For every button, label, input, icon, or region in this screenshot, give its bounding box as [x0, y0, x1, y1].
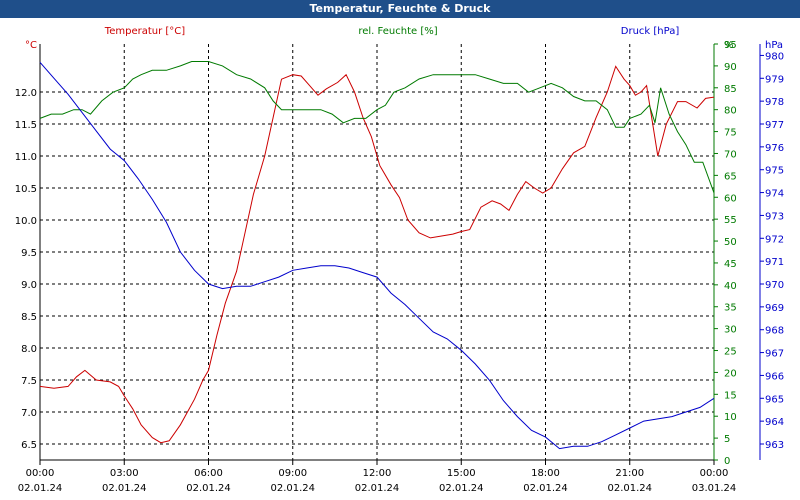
temperature-tick-label: 10.5: [15, 184, 37, 195]
temperature-tick-label: 7.5: [21, 376, 37, 387]
pressure-tick-label: 970: [765, 280, 784, 291]
temperature-tick-label: 11.0: [15, 152, 37, 163]
pressure-tick-label: 979: [765, 74, 784, 85]
humidity-tick-label: 20: [724, 368, 737, 379]
humidity-series-label: rel. Feuchte [%]: [358, 26, 437, 37]
pressure-tick-label: 965: [765, 394, 784, 405]
pressure-tick-label: 978: [765, 97, 784, 108]
x-tick-label-date: 02.01.24: [439, 483, 484, 494]
humidity-tick-label: 60: [724, 193, 737, 204]
humidity-tick-label: 45: [724, 259, 737, 270]
x-tick-label-time: 12:00: [363, 468, 392, 479]
x-tick-label-time: 15:00: [447, 468, 476, 479]
humidity-tick-label: 80: [724, 106, 737, 117]
humidity-tick-label: 75: [724, 128, 737, 139]
pressure-tick-label: 977: [765, 120, 784, 131]
humidity-tick-label: 85: [724, 84, 737, 95]
pressure-series-line: [39, 61, 715, 450]
pressure-unit-label: hPa: [765, 40, 783, 51]
humidity-unit-label: %: [724, 40, 734, 51]
x-tick-label-time: 09:00: [278, 468, 307, 479]
temperature-tick-label: 6.5: [21, 440, 37, 451]
pressure-tick-label: 967: [765, 349, 784, 360]
x-tick-label-date: 02.01.24: [270, 483, 315, 494]
humidity-tick-label: 30: [724, 325, 737, 336]
series-group: [39, 61, 715, 450]
x-tick-label-date: 02.01.24: [18, 483, 63, 494]
pressure-tick-label: 980: [765, 51, 784, 62]
x-tick-label-date: 02.01.24: [186, 483, 231, 494]
pressure-tick-label: 974: [765, 189, 784, 200]
temperature-unit-label: °C: [25, 40, 37, 51]
temperature-tick-label: 12.0: [15, 88, 37, 99]
temperature-series-label: Temperatur [°C]: [104, 26, 185, 37]
humidity-tick-label: 10: [724, 412, 737, 423]
temperature-tick-label: 8.0: [21, 344, 37, 355]
humidity-tick-label: 65: [724, 171, 737, 182]
temperature-tick-label: 7.0: [21, 408, 37, 419]
x-tick-label-time: 00:00: [700, 468, 729, 479]
pressure-tick-label: 964: [765, 417, 784, 428]
humidity-tick-label: 40: [724, 281, 737, 292]
x-tick-label-time: 21:00: [615, 468, 644, 479]
pressure-series-label: Druck [hPa]: [621, 26, 680, 37]
humidity-tick-label: 35: [724, 303, 737, 314]
x-tick-label-date: 02.01.24: [607, 483, 652, 494]
pressure-tick-label: 969: [765, 303, 784, 314]
humidity-series-line: [39, 61, 715, 194]
pressure-tick-label: 973: [765, 211, 784, 222]
pressure-tick-label: 968: [765, 326, 784, 337]
axes: [39, 43, 764, 465]
pressure-tick-label: 976: [765, 143, 784, 154]
temperature-series-line: [39, 65, 715, 444]
x-tick-label-date: 03.01.24: [692, 483, 737, 494]
window-title: Temperatur, Feuchte & Druck: [0, 0, 800, 18]
x-tick-label-time: 03:00: [110, 468, 139, 479]
humidity-tick-label: 70: [724, 149, 737, 160]
humidity-tick-label: 55: [724, 215, 737, 226]
humidity-tick-label: 15: [724, 390, 737, 401]
pressure-tick-label: 975: [765, 166, 784, 177]
temperature-tick-label: 9.5: [21, 248, 37, 259]
humidity-tick-label: 5: [724, 434, 730, 445]
chart: 00:00 02.01.24 03:00 02.01.24 06:00 02.01.24 0…: [15, 26, 784, 494]
humidity-tick-label: 25: [724, 347, 737, 358]
humidity-tick-label: 95: [724, 40, 737, 51]
x-tick-label-date: 02.01.24: [523, 483, 568, 494]
humidity-tick-label: 90: [724, 62, 737, 73]
temperature-tick-label: 8.5: [21, 312, 37, 323]
pressure-tick-label: 972: [765, 234, 784, 245]
temperature-tick-label: 11.5: [15, 120, 37, 131]
temperature-tick-label: 10.0: [15, 216, 37, 227]
x-tick-label-time: 00:00: [26, 468, 55, 479]
x-tick-label-time: 06:00: [194, 468, 223, 479]
pressure-tick-label: 963: [765, 440, 784, 451]
labels: 00:00 02.01.24 03:00 02.01.24 06:00 02.01.24 0…: [15, 26, 784, 494]
pressure-tick-label: 966: [765, 371, 784, 382]
pressure-tick-label: 971: [765, 257, 784, 268]
humidity-tick-label: 50: [724, 237, 737, 248]
grid: [40, 44, 714, 460]
x-tick-label-date: 02.01.24: [102, 483, 147, 494]
x-tick-label-time: 18:00: [531, 468, 560, 479]
x-tick-label-date: 02.01.24: [355, 483, 400, 494]
humidity-tick-label: 0: [724, 456, 730, 467]
temperature-tick-label: 9.0: [21, 280, 37, 291]
